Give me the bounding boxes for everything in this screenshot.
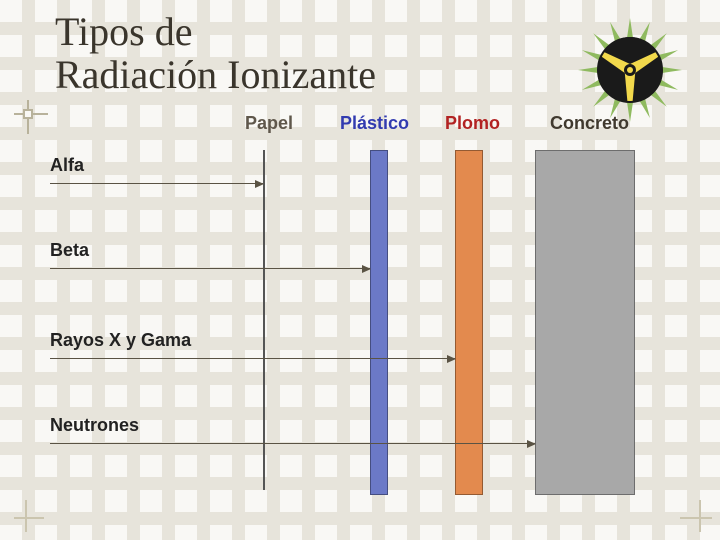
page-title: Tipos de Radiación Ionizante bbox=[55, 10, 376, 96]
barrier-label-concreto: Concreto bbox=[550, 113, 629, 134]
ray-arrow-gamma bbox=[50, 358, 455, 359]
barrier-label-plastico: Plástico bbox=[340, 113, 409, 134]
ray-arrow-beta bbox=[50, 268, 370, 269]
ray-arrow-alfa bbox=[50, 183, 263, 184]
ray-label-gamma: Rayos X y Gama bbox=[50, 330, 191, 351]
ray-label-neutrones: Neutrones bbox=[50, 415, 139, 436]
ray-label-beta: Beta bbox=[50, 240, 89, 261]
ray-arrow-neutrones bbox=[50, 443, 535, 444]
barrier-concreto bbox=[535, 150, 635, 495]
title-line-2: Radiación Ionizante bbox=[55, 52, 376, 97]
penetration-diagram: PapelPlásticoPlomoConcretoAlfaBetaRayos … bbox=[50, 145, 690, 525]
barrier-label-papel: Papel bbox=[245, 113, 293, 134]
title-line-1: Tipos de bbox=[55, 9, 192, 54]
barrier-label-plomo: Plomo bbox=[445, 113, 500, 134]
barrier-papel bbox=[263, 150, 265, 490]
ray-label-alfa: Alfa bbox=[50, 155, 84, 176]
